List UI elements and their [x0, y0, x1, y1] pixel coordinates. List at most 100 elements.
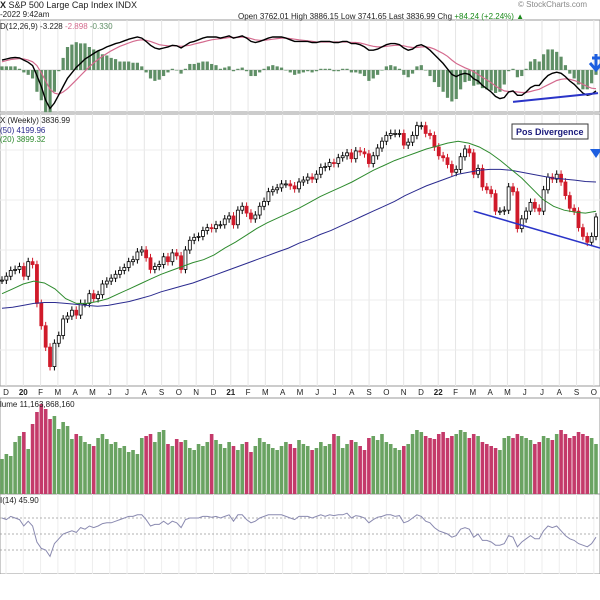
macd-histogram-bar — [406, 70, 410, 78]
macd-histogram-bar — [402, 70, 406, 75]
volume-bar — [585, 436, 590, 494]
candle-body — [91, 293, 96, 299]
candle-body — [126, 261, 131, 268]
candle-body — [69, 309, 74, 317]
volume-bar — [458, 430, 463, 494]
month-tick-label: N — [193, 388, 199, 397]
volume-bar — [327, 444, 332, 494]
month-tick-label: J — [523, 388, 527, 397]
candle-body — [353, 150, 358, 160]
volume-bar — [450, 436, 454, 494]
month-tick-label: D — [418, 388, 424, 397]
candle-body — [87, 293, 92, 304]
macd-histogram-bar — [380, 70, 384, 71]
macd-histogram-bar — [214, 65, 218, 70]
macd-histogram-bar — [140, 66, 144, 70]
macd-histogram-bar — [57, 70, 61, 72]
candle-body — [384, 134, 389, 142]
candle-body — [406, 141, 411, 146]
macd-histogram-bar — [410, 70, 415, 74]
candle-body — [183, 249, 188, 270]
volume-bar — [485, 444, 489, 494]
month-tick-label: F — [38, 388, 43, 397]
volume-bar — [275, 450, 279, 494]
candle-body — [318, 167, 323, 175]
macd-histogram-bar — [533, 59, 537, 70]
candle-body — [118, 269, 122, 275]
volume-bar — [367, 438, 371, 494]
macd-histogram-bar — [550, 49, 554, 70]
candle-body — [589, 235, 594, 243]
candle-body — [253, 214, 258, 220]
macd-histogram-bar — [590, 70, 594, 84]
volume-bar — [166, 444, 170, 494]
candle-body — [546, 176, 550, 191]
macd-histogram-bar — [26, 70, 30, 75]
macd-histogram-bar — [463, 70, 467, 83]
header-date: -2022 9:42am — [0, 10, 50, 19]
candle-body — [43, 325, 48, 348]
rsi-line — [1, 512, 597, 558]
volume-bar — [113, 442, 118, 494]
header-title: S&P 500 Large Cap Index — [8, 0, 113, 10]
macd-histogram-bar — [271, 65, 275, 70]
close-value: 3836.99 — [406, 12, 436, 21]
candle-body — [249, 212, 253, 220]
month-tick-label: A — [487, 388, 493, 397]
volume-bar — [428, 438, 432, 494]
macd-histogram-bar — [157, 70, 161, 80]
candle-body — [240, 205, 245, 211]
month-tick-label: A — [280, 388, 286, 397]
volume-bar — [4, 454, 9, 494]
month-tick-label: M — [504, 388, 511, 397]
macd-histogram-bar — [327, 68, 332, 70]
macd-histogram-bar — [162, 70, 166, 77]
candle-body — [332, 162, 336, 164]
volume-bar — [270, 448, 275, 494]
macd-histogram-bar — [515, 70, 519, 78]
header-symbol: X — [0, 0, 7, 10]
volume-bar — [83, 442, 87, 494]
candle-body — [445, 157, 450, 165]
volume-bar — [284, 442, 288, 494]
candle-body — [0, 279, 4, 282]
candle-body — [576, 210, 581, 229]
open-value: 3762.01 — [259, 12, 289, 21]
macd-histogram-bar — [454, 70, 458, 100]
candle-body — [423, 125, 428, 134]
price-arrow-shaft — [594, 149, 598, 154]
macd-label-row: D(12,26,9) -3.228 -2.898 -0.330 — [0, 22, 113, 32]
macd-histogram-bar — [275, 66, 279, 70]
volume-bar — [423, 436, 428, 494]
macd-histogram-bar — [568, 70, 572, 74]
macd-histogram-bar — [118, 61, 122, 70]
macd-histogram-bar — [74, 42, 78, 70]
candle-body — [410, 134, 415, 143]
volume-bar — [480, 442, 485, 494]
volume-bar — [589, 438, 594, 494]
volume-bar — [35, 412, 39, 494]
volume-bar — [74, 434, 79, 494]
volume-bar — [511, 438, 515, 494]
macd-histogram-bar — [175, 70, 179, 71]
volume-bar — [61, 422, 65, 494]
candle-body — [4, 275, 9, 281]
macd-histogram-bar — [341, 68, 345, 70]
volume-bar — [323, 446, 328, 494]
candle-body — [436, 146, 441, 157]
open-label: Open — [238, 12, 258, 21]
macd-histogram-bar — [498, 70, 502, 92]
candle-body — [467, 148, 472, 154]
volume-bar — [109, 444, 113, 494]
candle-body — [419, 125, 424, 128]
macd-histogram-bar — [201, 61, 205, 70]
macd-arrow-icon — [588, 54, 600, 73]
volume-bar — [519, 436, 524, 494]
ma20-line — [1, 140, 597, 304]
volume-bar — [201, 446, 205, 494]
volume-bar — [581, 434, 585, 494]
candle-body — [113, 273, 118, 279]
candle-body — [52, 342, 57, 367]
volume-bar — [441, 432, 445, 494]
candle-body — [476, 167, 480, 175]
